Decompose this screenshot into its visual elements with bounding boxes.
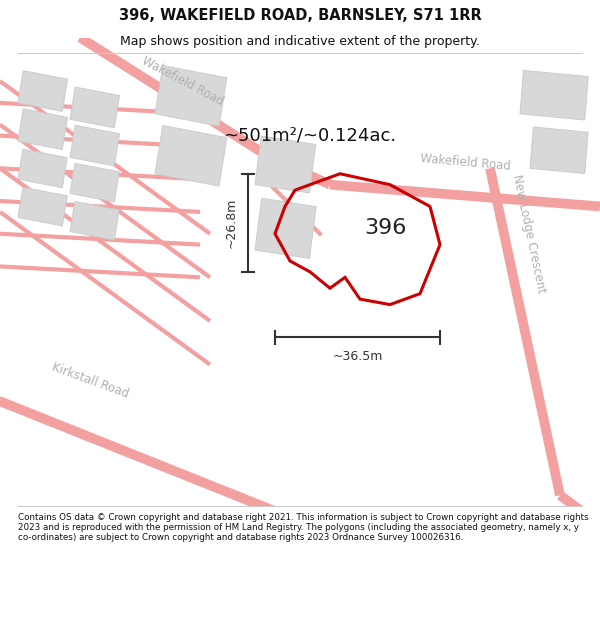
Text: Contains OS data © Crown copyright and database right 2021. This information is : Contains OS data © Crown copyright and d… <box>18 512 589 542</box>
Bar <box>155 126 227 186</box>
Text: 396: 396 <box>364 218 406 238</box>
Bar <box>255 198 316 258</box>
Bar <box>18 71 68 111</box>
Text: Wakefield Road: Wakefield Road <box>140 54 226 108</box>
Text: Wakefield Road: Wakefield Road <box>420 152 512 173</box>
Text: ~26.8m: ~26.8m <box>225 198 238 248</box>
Text: ~501m²/~0.124ac.: ~501m²/~0.124ac. <box>223 127 397 144</box>
Text: Kirkstall Road: Kirkstall Road <box>50 361 131 401</box>
Bar <box>18 149 67 188</box>
Text: New Lodge Crescent: New Lodge Crescent <box>510 173 548 294</box>
Bar <box>70 125 119 166</box>
Bar <box>70 87 119 128</box>
Text: ~36.5m: ~36.5m <box>332 351 383 363</box>
Text: 396, WAKEFIELD ROAD, BARNSLEY, S71 1RR: 396, WAKEFIELD ROAD, BARNSLEY, S71 1RR <box>119 8 481 23</box>
Bar <box>70 163 119 202</box>
Bar <box>255 136 316 193</box>
Bar <box>70 201 119 240</box>
Text: Map shows position and indicative extent of the property.: Map shows position and indicative extent… <box>120 35 480 48</box>
Bar <box>18 109 68 149</box>
Bar <box>155 66 227 126</box>
Bar <box>520 71 588 120</box>
Bar <box>18 188 67 226</box>
Bar <box>530 127 588 174</box>
